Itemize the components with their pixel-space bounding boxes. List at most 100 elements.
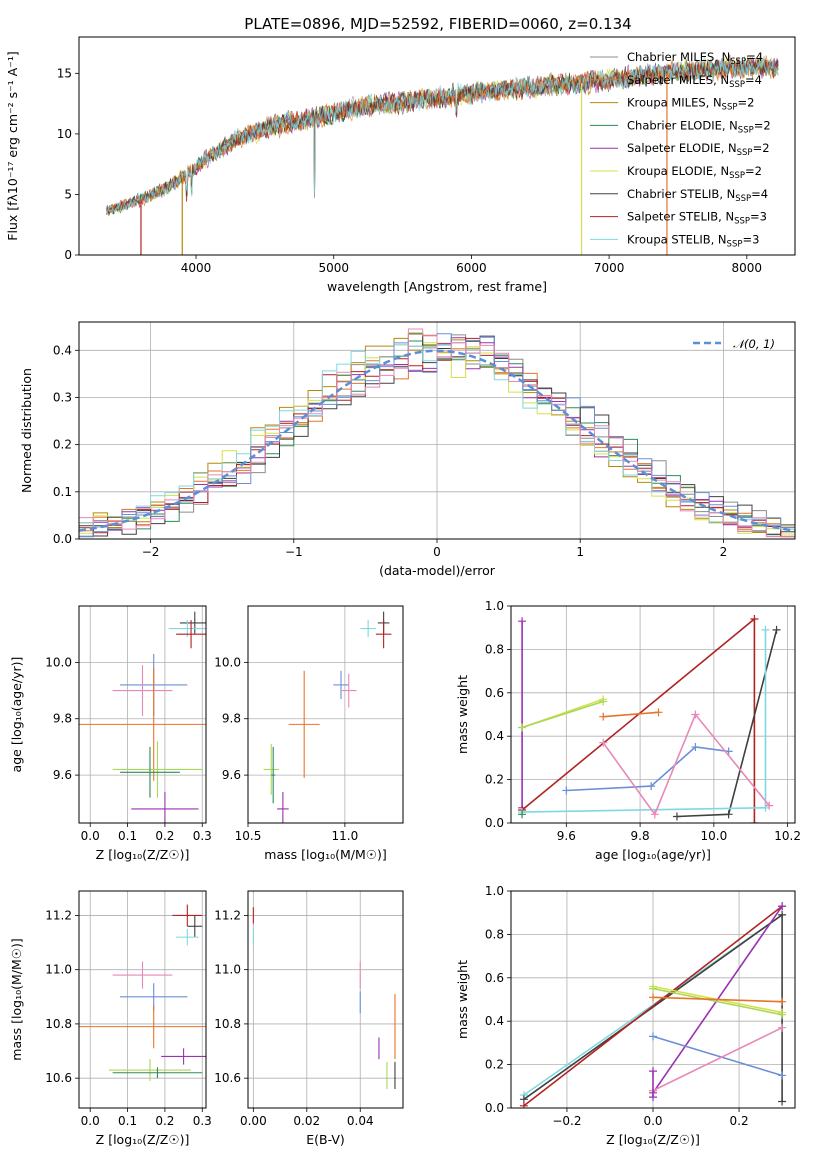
y-tick-label: 11.0 (45, 963, 72, 977)
weight-line-salpeter-miles (652, 996, 783, 1003)
weight-point-salpeter-elodie (778, 902, 787, 911)
y-tick-label: 11.0 (214, 963, 241, 977)
x-tick-label: 0.04 (347, 1114, 374, 1128)
x-tick-label: 10.5 (235, 829, 262, 843)
plot-area (79, 328, 795, 538)
y-tick-label: 10 (57, 127, 72, 141)
weight-point-chabrier-elodie (518, 810, 527, 819)
weight-point-chabrier-stelib (778, 910, 787, 919)
weight-line-lime (652, 987, 783, 1016)
y-tick-label: 9.6 (53, 768, 72, 782)
axes-frame (510, 605, 796, 824)
legend-entry: Chabrier MILES, NSSP=4 (627, 50, 763, 67)
weight-line-blue (652, 1035, 783, 1077)
weight-point-pink (765, 801, 774, 810)
x-tick-label: 9.8 (631, 829, 650, 843)
weight-point-pink (691, 710, 700, 719)
x-tick-label: 0 (433, 545, 441, 559)
x-tick-label: 1 (576, 545, 584, 559)
x-axis-label: wavelength [Angstrom, rest frame] (327, 279, 547, 294)
legend-value: =3 (742, 232, 759, 246)
plot-area (518, 615, 781, 823)
axes-frame (78, 321, 796, 540)
legend-text: Salpeter MILES, N (627, 73, 729, 87)
y-tick-label: 0.8 (485, 642, 504, 656)
x-tick-label: 5000 (318, 261, 349, 275)
x-tick-label: 0.0 (643, 1114, 662, 1128)
weight-line-blue (566, 746, 729, 792)
y-tick-label: 11.2 (45, 908, 72, 922)
x-tick-label: 8000 (732, 261, 763, 275)
legend-text: Chabrier ELODIE, N (627, 118, 738, 132)
x-axis-label: Z [log₁₀(Z/Z☉)] (96, 847, 190, 862)
y-tick-label: 1.0 (485, 884, 504, 898)
weight-line-kroupa-stelib (522, 629, 767, 813)
panel-weight-vs-z: −0.2 0.0 0.2 0.0 0.2 0.4 0.6 0.8 1.0 Z [log₁₀(Z/Z… (455, 884, 796, 1147)
plot-area (519, 902, 787, 1108)
weight-point-salpeter-miles (599, 712, 608, 721)
legend-value: =2 (753, 141, 770, 155)
legend-entry-normal: 𝒩(0, 1) (733, 337, 775, 351)
x-tick-label: −0.2 (552, 1114, 581, 1128)
y-axis-label: Normed distribution (19, 368, 34, 493)
legend-text: Salpeter ELODIE, N (627, 141, 737, 155)
x-tick-label: 6000 (456, 261, 487, 275)
y-axis-label: age [log₁₀(age/yr)] (9, 657, 24, 773)
x-tick-label: 0.1 (118, 1114, 137, 1128)
x-axis-label: Z [log₁₀(Z/Z☉)] (96, 1132, 190, 1147)
x-tick-label: 2 (720, 545, 728, 559)
y-tick-label: 0.4 (485, 729, 504, 743)
legend-subscript: SSP (730, 57, 746, 67)
legend-text: Chabrier STELIB, N (627, 187, 735, 201)
x-tick-label: 10.0 (700, 829, 727, 843)
x-tick-label: 11.0 (332, 829, 359, 843)
panel-spectrum: 4000 5000 6000 7000 8000 0 5 10 15 wavelength [An… (5, 36, 796, 294)
legend-value: =4 (751, 187, 768, 201)
x-tick-label: 0.2 (730, 1114, 749, 1128)
y-tick-label: 1.0 (485, 599, 504, 613)
x-axis-label: (data-model)/error (379, 563, 496, 578)
weight-line-pink (602, 712, 770, 816)
weight-point-blue (691, 743, 700, 752)
weight-point-pink (650, 810, 659, 819)
x-tick-label: 9.6 (557, 829, 576, 843)
axes-frame (78, 890, 207, 1109)
legend-subscript: SSP (738, 125, 754, 135)
panel-age-vs-z: 0.0 0.1 0.2 0.3 9.6 9.8 10.0 Z [log₁₀(Z/Z☉)] age… (9, 605, 212, 862)
weight-point-chabrier-stelib (772, 625, 781, 634)
legend-value: =2 (745, 164, 762, 178)
y-tick-label: 0 (64, 248, 72, 262)
weight-point-salpeter-stelib (519, 1101, 528, 1108)
y-tick-label: 0.4 (53, 343, 72, 357)
y-tick-label: 10.0 (45, 655, 72, 669)
y-tick-label: 5 (64, 187, 72, 201)
y-tick-label: 0.4 (485, 1014, 504, 1028)
y-tick-label: 11.2 (214, 908, 241, 922)
panel-age-vs-mass: 10.5 11.0 9.6 9.8 10.0 mass [log₁₀(M/M☉)] (214, 605, 404, 862)
plot-area (252, 907, 396, 1090)
y-tick-label: 10.8 (45, 1017, 72, 1031)
plot-area (79, 611, 206, 823)
legend-value: =2 (737, 96, 754, 110)
legend-subscript: SSP (734, 217, 750, 227)
weight-point-salpeter-miles (654, 708, 663, 717)
panel-mass-vs-ebv: 0.00 0.02 0.04 10.6 10.8 11.0 11.2 E(B-V) (214, 890, 404, 1147)
x-tick-label: 4000 (181, 261, 212, 275)
legend-value: =4 (746, 50, 763, 64)
y-tick-label: 10.0 (214, 655, 241, 669)
x-tick-label: 7000 (594, 261, 625, 275)
legend-text: Salpeter STELIB, N (627, 210, 734, 224)
weight-point-blue (647, 782, 656, 791)
y-tick-label: 0.6 (485, 686, 504, 700)
spectrum-line-kroupa-stelib (106, 55, 779, 215)
weight-point-blue (649, 1032, 657, 1041)
weight-point-lime (649, 984, 657, 993)
x-tick-label: 0.2 (155, 829, 174, 843)
weight-line-lime (521, 700, 604, 729)
weight-point-salpeter-elodie (649, 1093, 657, 1102)
y-tick-label: 0.0 (53, 532, 72, 546)
weight-line-salpeter-stelib (523, 905, 783, 1107)
legend-subscript: SSP (727, 239, 743, 249)
x-tick-label: −2 (142, 545, 160, 559)
legend-text: Kroupa MILES, N (627, 96, 722, 110)
